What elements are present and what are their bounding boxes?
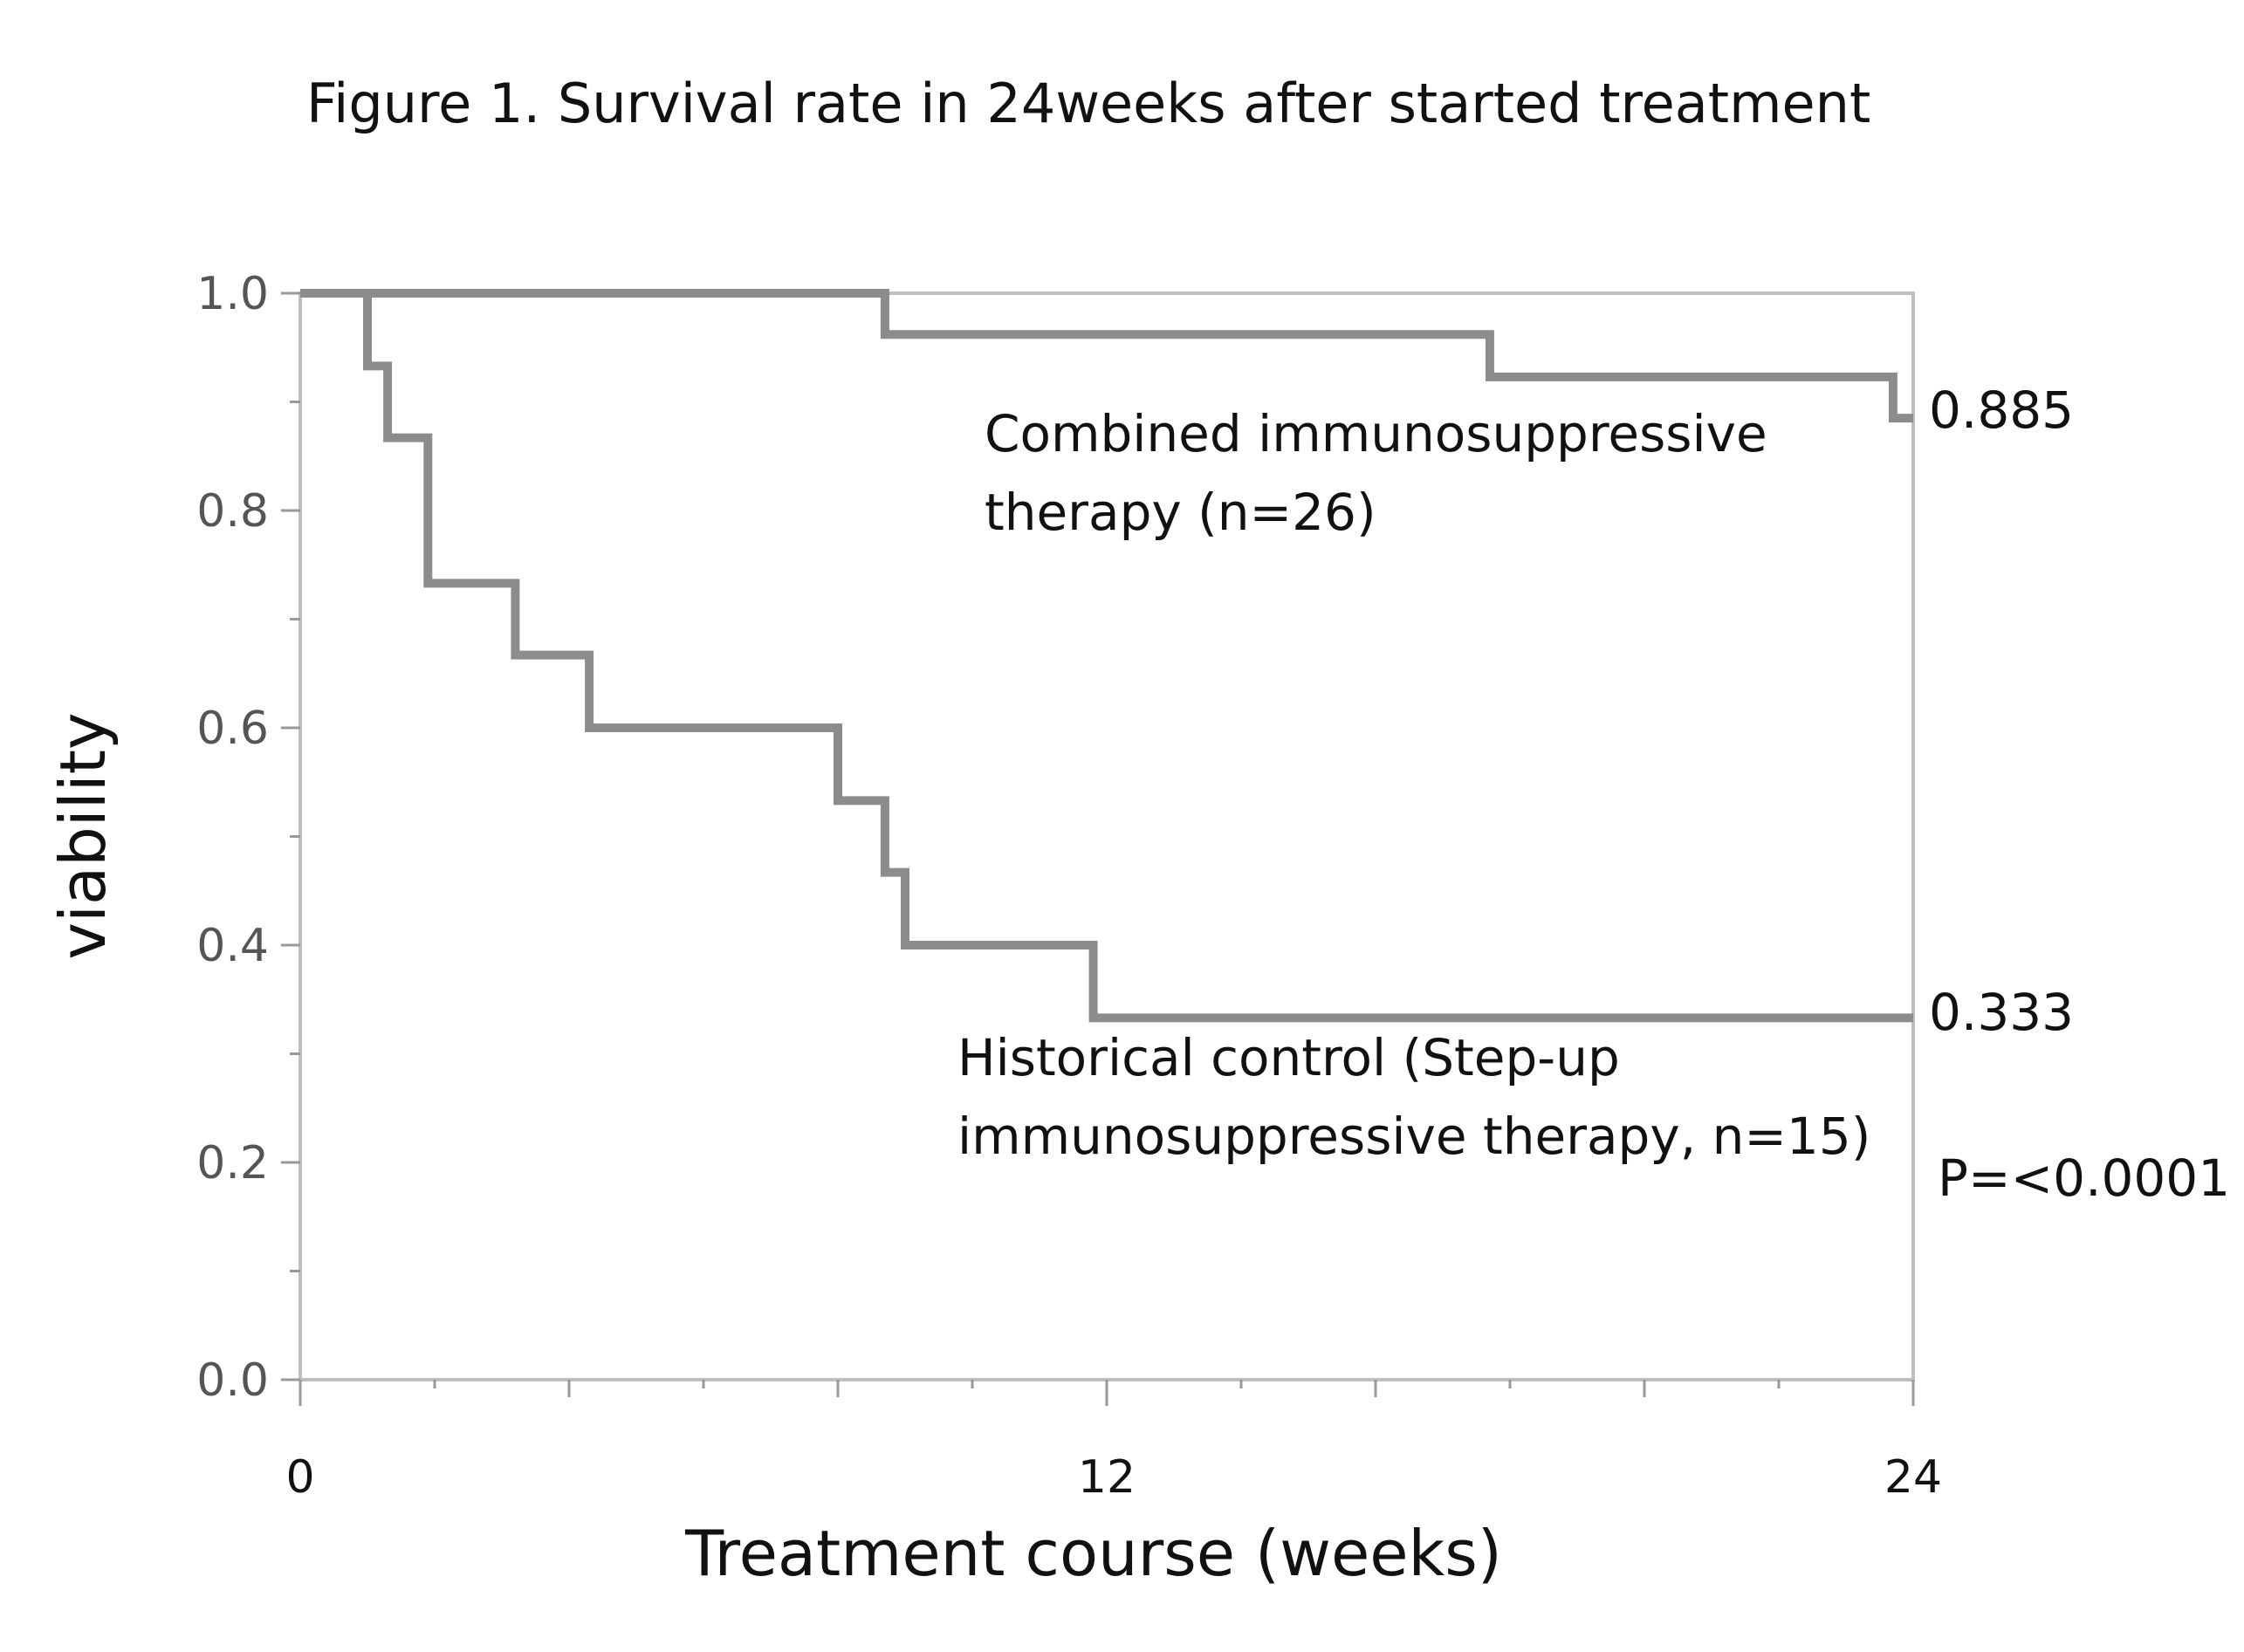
x-tick-label: 12 [1078, 1451, 1136, 1504]
p-value-annotation: P=<0.0001 [1938, 1148, 2230, 1208]
x-axis-label: Treatment course (weeks) [684, 1517, 1502, 1590]
series-line-historical [300, 289, 1913, 1023]
series-label-historical-line2: immunosuppressive therapy, n=15) [957, 1107, 1870, 1166]
y-axis-label: viability [46, 712, 120, 959]
y-tick-label: 0.4 [196, 920, 269, 972]
x-tick-label: 24 [1884, 1451, 1942, 1504]
series-line-combined [300, 289, 1913, 423]
y-tick-label: 0.0 [196, 1354, 269, 1407]
y-tick-label: 0.8 [196, 485, 269, 538]
end-value-combined: 0.885 [1929, 380, 2074, 440]
series-label-combined-line2: therapy (n=26) [985, 483, 1376, 542]
series-label-combined-line1: Combined immunosuppressive [985, 404, 1767, 463]
x-tick-label: 0 [285, 1451, 314, 1504]
y-axis: 0.0 0.2 0.4 0.6 0.8 1.0 [196, 268, 300, 1407]
x-axis: 0 12 24 [285, 1380, 1942, 1504]
y-tick-label: 0.2 [196, 1137, 269, 1189]
series-label-historical-line1: Historical control (Step-up [957, 1028, 1620, 1087]
chart-title: Figure 1. Survival rate in 24weeks after… [306, 72, 1870, 135]
end-value-historical: 0.333 [1929, 983, 2074, 1042]
series-lines [300, 289, 1913, 1023]
y-tick-label: 1.0 [196, 268, 269, 320]
y-tick-label: 0.6 [196, 703, 269, 755]
